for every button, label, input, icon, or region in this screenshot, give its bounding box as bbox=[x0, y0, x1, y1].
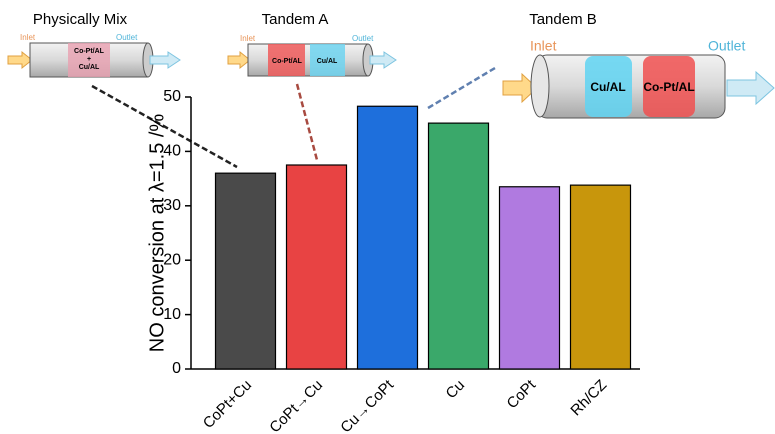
arrow bbox=[727, 72, 774, 104]
bed-label: Cu/AL bbox=[317, 58, 338, 65]
inset-tandem-b: Tandem B Inlet Outlet Cu/AL Co-Pt/AL bbox=[503, 11, 774, 118]
inset-title: Tandem A bbox=[262, 11, 329, 28]
connector bbox=[297, 84, 317, 160]
y-tick-label: 30 bbox=[163, 197, 181, 214]
connector bbox=[428, 68, 495, 108]
x-tick-label: Cu→CoPt bbox=[337, 376, 397, 434]
bed-label: Co-Pt/AL bbox=[643, 80, 694, 94]
bar bbox=[287, 165, 347, 369]
outlet: Outlet bbox=[352, 34, 374, 43]
x-tick-label: Rh/CZ bbox=[567, 377, 610, 420]
inset-tandem-a: Tandem A Inlet Outlet Co-Pt/AL Cu/AL bbox=[228, 11, 396, 76]
outlet: Outlet bbox=[708, 38, 745, 54]
y-tick-label: 20 bbox=[163, 251, 181, 268]
reactor bbox=[248, 44, 368, 76]
bed-label: + bbox=[87, 56, 91, 63]
inset-physically-mix: Physically Mix Inlet Outlet Co-Pt/AL + C… bbox=[8, 11, 180, 77]
chart: Physically Mix Inlet Outlet Co-Pt/AL + C… bbox=[0, 0, 775, 434]
y-tick-label: 10 bbox=[163, 306, 181, 323]
x-tick-label: CoPt→Cu bbox=[266, 377, 326, 434]
inlet: Inlet bbox=[20, 33, 36, 42]
y-tick-label: 40 bbox=[163, 143, 181, 160]
bed-label: Cu/AL bbox=[79, 64, 100, 71]
x-tick-label: CoPt+Cu bbox=[200, 377, 255, 432]
bar bbox=[429, 123, 489, 369]
bed-label: Co-Pt/AL bbox=[272, 58, 303, 65]
bar bbox=[500, 187, 560, 369]
y-tick-label: 50 bbox=[163, 88, 181, 105]
bar bbox=[571, 185, 631, 369]
inset-title: Tandem B bbox=[529, 11, 597, 28]
reactor-end bbox=[531, 55, 549, 117]
inlet: Inlet bbox=[240, 34, 256, 43]
arrow bbox=[8, 52, 32, 68]
x-tick-label: CoPt bbox=[504, 376, 540, 412]
arrow bbox=[370, 52, 396, 68]
arrow bbox=[228, 52, 250, 68]
arrow bbox=[150, 52, 180, 68]
bed-label: Co-Pt/AL bbox=[74, 48, 105, 55]
outlet: Outlet bbox=[116, 33, 138, 42]
bed-label: Cu/AL bbox=[590, 80, 625, 94]
y-tick-label: 0 bbox=[172, 360, 181, 377]
inset-title: Physically Mix bbox=[33, 11, 128, 28]
x-tick-label: Cu bbox=[443, 377, 469, 403]
bar bbox=[216, 173, 276, 369]
bar bbox=[358, 106, 418, 369]
inlet: Inlet bbox=[530, 38, 557, 54]
